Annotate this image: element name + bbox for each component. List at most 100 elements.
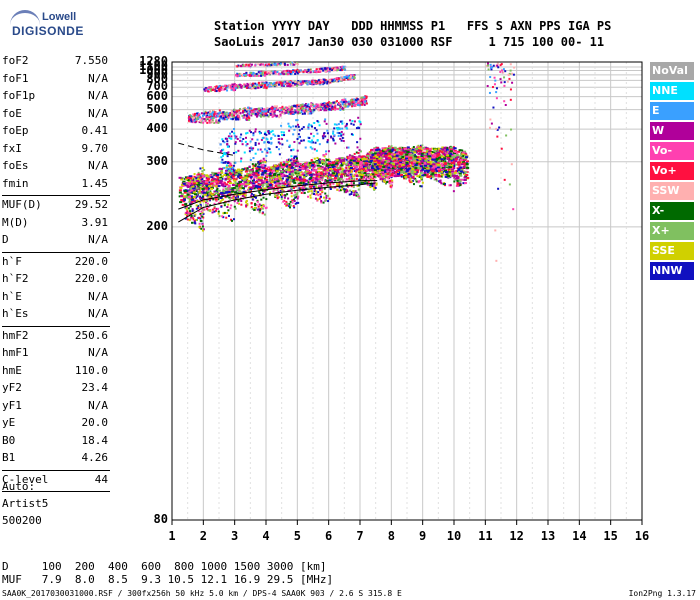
- echo-point: [255, 206, 258, 209]
- echo-point: [307, 103, 310, 106]
- echo-point: [292, 187, 295, 190]
- echo-point: [254, 82, 257, 85]
- echo-point: [324, 118, 327, 121]
- echo-point: [252, 112, 255, 115]
- echo-point: [275, 64, 278, 67]
- echo-point: [259, 108, 262, 111]
- echo-point: [317, 191, 320, 194]
- echo-point: [266, 114, 269, 117]
- echo-point: [285, 109, 288, 112]
- param-row: foE N/A: [0, 107, 112, 125]
- echo-point: [205, 111, 208, 114]
- echo-point: [254, 74, 257, 77]
- echo-point: [230, 87, 233, 90]
- echo-point: [268, 132, 271, 135]
- echo-point: [250, 71, 253, 74]
- echo-point: [320, 185, 323, 188]
- echo-point: [237, 202, 240, 205]
- echo-point: [223, 166, 226, 169]
- echo-point: [252, 194, 255, 197]
- echo-point: [308, 167, 311, 170]
- echo-point: [355, 127, 358, 130]
- echo-point: [298, 105, 301, 108]
- echo-point: [322, 78, 325, 81]
- echo-point: [220, 169, 223, 172]
- echo-point: [200, 112, 203, 115]
- echo-point: [360, 177, 363, 180]
- echo-point: [369, 152, 372, 155]
- echo-point: [312, 135, 315, 138]
- echo-point: [246, 142, 249, 145]
- echo-point: [228, 192, 231, 195]
- echo-point: [322, 183, 325, 186]
- echo-point: [236, 202, 239, 205]
- echo-point: [305, 71, 308, 74]
- echo-point: [253, 179, 256, 182]
- echo-point: [351, 155, 354, 158]
- echo-point: [262, 111, 265, 114]
- echo-point: [292, 85, 295, 88]
- echo-point: [217, 198, 220, 201]
- echo-point: [330, 68, 333, 71]
- echo-point: [269, 72, 272, 75]
- echo-point: [261, 114, 264, 117]
- echo-point: [266, 71, 269, 74]
- echo-point: [273, 105, 276, 108]
- echo-point: [211, 121, 214, 124]
- echo-point: [204, 113, 207, 116]
- echo-point: [357, 188, 360, 191]
- param-value: 7.550: [74, 54, 108, 67]
- echo-point: [262, 192, 265, 195]
- param-value: 3.91: [81, 215, 109, 229]
- echo-point: [270, 83, 273, 86]
- echo-point: [226, 186, 229, 189]
- echo-point: [419, 171, 423, 174]
- echo-point: [225, 111, 228, 114]
- echo-point: [194, 112, 197, 115]
- echo-point: [276, 63, 279, 66]
- echo-point: [260, 115, 263, 118]
- echo-point: [268, 73, 271, 76]
- param-key: B0: [2, 433, 16, 447]
- echo-point: [278, 153, 281, 156]
- echo-point: [448, 159, 451, 162]
- echo-point: [350, 122, 353, 125]
- echo-point: [230, 109, 233, 112]
- echo-point: [312, 82, 315, 85]
- echo-point: [355, 194, 358, 197]
- echo-point: [255, 83, 258, 86]
- echo-point: [344, 191, 347, 194]
- echo-point: [319, 67, 322, 70]
- echo-point: [221, 149, 224, 152]
- echo-point: [278, 110, 281, 113]
- echo-point: [341, 136, 344, 139]
- echo-point: [243, 107, 246, 110]
- echo-point: [304, 146, 307, 149]
- echo-point: [259, 160, 262, 163]
- echo-point: [418, 174, 421, 177]
- echo-point: [297, 133, 300, 136]
- echo-point: [222, 185, 225, 188]
- echo-point: [208, 116, 211, 119]
- echo-point: [259, 63, 262, 66]
- echo-point: [253, 206, 256, 209]
- echo-point: [303, 191, 306, 194]
- echo-point: [358, 195, 361, 198]
- echo-point: [254, 152, 257, 155]
- echo-point: [274, 134, 277, 137]
- echo-point: [348, 75, 351, 78]
- echo-point: [396, 159, 399, 162]
- echo-point: [332, 182, 335, 185]
- echo-point: [442, 183, 445, 186]
- echo-point: [342, 139, 345, 142]
- echo-point: [275, 81, 278, 84]
- echo-point: [286, 184, 289, 187]
- echo-point: [313, 107, 316, 110]
- echo-point: [286, 180, 289, 183]
- echo-point: [228, 86, 231, 89]
- echo-point: [272, 188, 275, 191]
- echo-point: [213, 190, 216, 193]
- echo-point: [220, 87, 223, 90]
- echo-point: [289, 206, 292, 209]
- echo-point: [295, 119, 298, 122]
